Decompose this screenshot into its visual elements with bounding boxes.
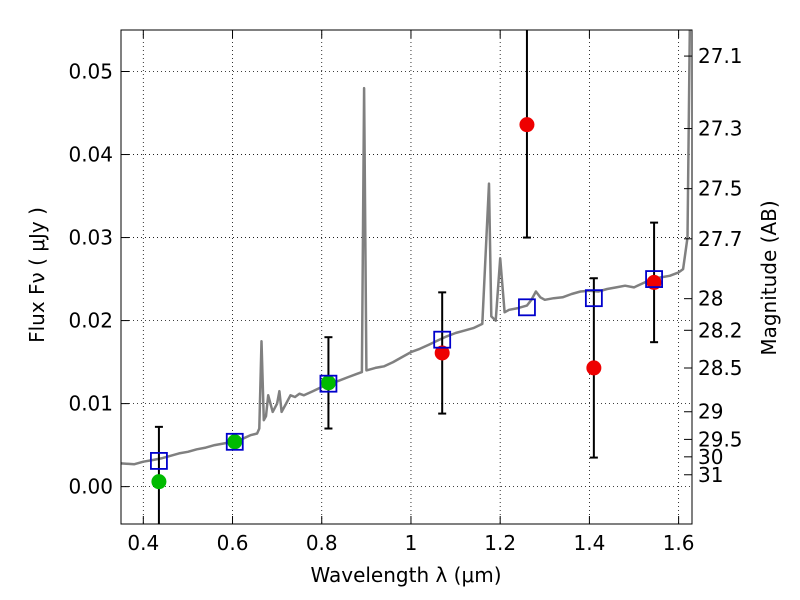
magnitude-tick-label: 29 [698, 400, 723, 424]
magnitude-tick-label: 30 [698, 445, 723, 469]
model-point [645, 270, 663, 288]
model-point [584, 289, 603, 308]
plot-marks [121, 30, 692, 524]
measured-point [519, 117, 535, 133]
y-tick-label: 0.02 [68, 309, 113, 333]
magnitude-tick-label: 29.5 [698, 427, 743, 451]
x-axis-label: Wavelength λ (μm) [310, 563, 501, 587]
magnitude-tick-label: 28 [698, 287, 723, 311]
x-tick-label: 1.2 [484, 531, 516, 555]
y-tick-label: 0.01 [68, 392, 113, 416]
x-axis-ticks: 0.4 0.6 0.8 1 1.2 1.4 1.6 [127, 30, 695, 555]
y-tick-label: 0.00 [68, 475, 113, 499]
magnitude-axis-label: Magnitude (AB) [757, 200, 781, 355]
y-axis-ticks: 0.00 0.01 0.02 0.03 0.04 0.05 [68, 60, 129, 499]
model-point [319, 374, 338, 393]
magnitude-tick-label: 27.3 [698, 117, 743, 141]
measured-point [434, 345, 450, 361]
grid-lines [121, 30, 692, 524]
magnitude-tick-label: 28.5 [698, 356, 743, 380]
measured-point [586, 360, 602, 376]
magnitude-tick-label: 27.7 [698, 227, 743, 251]
spectrum-line [121, 30, 692, 466]
model-point [225, 432, 244, 451]
magnitude-tick-label: 28.2 [698, 318, 743, 342]
axes-frame [120, 29, 693, 525]
measured-point [320, 375, 336, 391]
x-tick-label: 0.6 [217, 531, 249, 555]
magnitude-tick-label: 27.5 [698, 177, 743, 201]
y-tick-label: 0.04 [68, 143, 113, 167]
measured-point [151, 474, 167, 490]
x-tick-label: 1.4 [573, 531, 605, 555]
measured-point [227, 434, 243, 450]
x-tick-label: 0.8 [306, 531, 338, 555]
model-point [518, 298, 536, 317]
y-tick-label: 0.03 [68, 226, 113, 250]
x-tick-label: 0.4 [127, 531, 159, 555]
x-tick-label: 1 [405, 531, 418, 555]
y-axis-label: Flux Fν ( μJy ) [25, 207, 49, 343]
y-tick-label: 0.05 [68, 60, 113, 84]
x-tick-label: 1.6 [663, 531, 695, 555]
magnitude-tick-label: 27.1 [698, 44, 743, 68]
plot-area [121, 30, 692, 524]
model-point [150, 452, 168, 470]
magnitude-tick-label: 31 [698, 463, 723, 487]
measured-point [646, 274, 662, 290]
model-point [433, 330, 452, 349]
